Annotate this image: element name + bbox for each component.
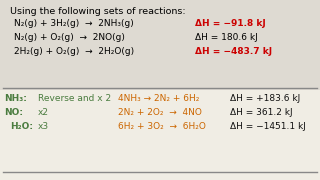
Text: ΔH = 361.2 kJ: ΔH = 361.2 kJ <box>230 108 292 117</box>
Text: Reverse and x 2: Reverse and x 2 <box>38 94 111 103</box>
Text: x2: x2 <box>38 108 49 117</box>
Text: 2H₂(g) + O₂(g)  →  2H₂O(g): 2H₂(g) + O₂(g) → 2H₂O(g) <box>14 47 134 56</box>
Text: ΔH = 180.6 kJ: ΔH = 180.6 kJ <box>195 33 258 42</box>
Text: ΔH = −483.7 kJ: ΔH = −483.7 kJ <box>195 47 272 56</box>
Text: NH₃:: NH₃: <box>4 94 27 103</box>
Text: Using the following sets of reactions:: Using the following sets of reactions: <box>10 7 186 16</box>
Text: 2N₂ + 2O₂  →  4NO: 2N₂ + 2O₂ → 4NO <box>118 108 202 117</box>
Text: x3: x3 <box>38 122 49 131</box>
Text: N₂(g) + 3H₂(g)  →  2NH₃(g): N₂(g) + 3H₂(g) → 2NH₃(g) <box>14 19 134 28</box>
Text: ΔH = +183.6 kJ: ΔH = +183.6 kJ <box>230 94 300 103</box>
FancyBboxPatch shape <box>0 0 320 90</box>
Text: ΔH = −1451.1 kJ: ΔH = −1451.1 kJ <box>230 122 306 131</box>
Text: 4NH₃ → 2N₂ + 6H₂: 4NH₃ → 2N₂ + 6H₂ <box>118 94 199 103</box>
Text: ΔH = −91.8 kJ: ΔH = −91.8 kJ <box>195 19 266 28</box>
Text: H₂O:: H₂O: <box>10 122 33 131</box>
Text: 6H₂ + 3O₂  →  6H₂O: 6H₂ + 3O₂ → 6H₂O <box>118 122 206 131</box>
Text: NO:: NO: <box>4 108 23 117</box>
Text: N₂(g) + O₂(g)  →  2NO(g): N₂(g) + O₂(g) → 2NO(g) <box>14 33 125 42</box>
